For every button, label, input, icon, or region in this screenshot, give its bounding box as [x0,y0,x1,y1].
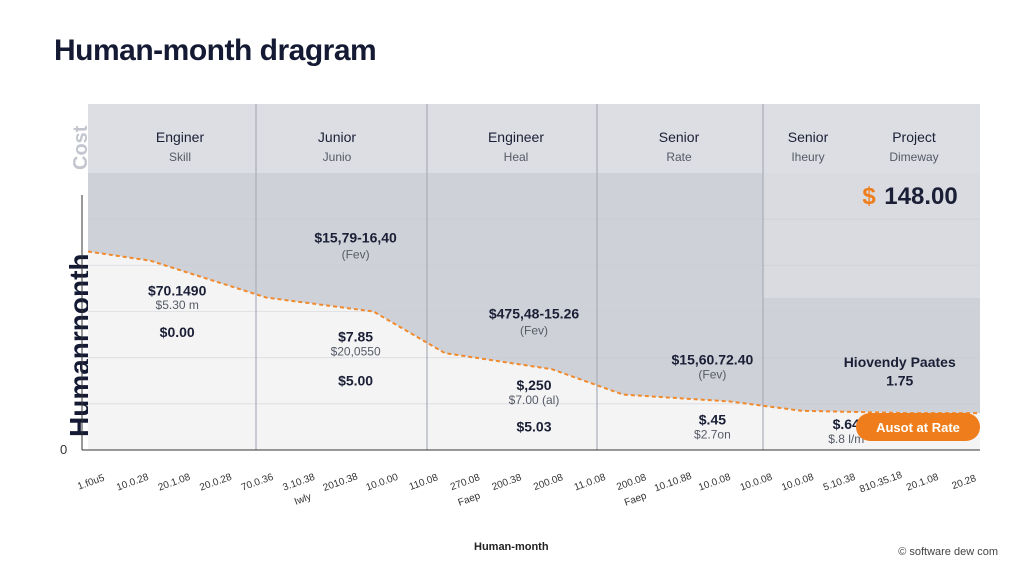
value-label: $5.30 m [156,298,199,312]
x-tick-label: 20.28 [951,473,979,492]
column-header: Senior [659,129,700,145]
value-label: $15,60.72.40 [672,352,754,368]
column-header: Project [892,129,936,145]
value-label: (Fev) [698,367,726,381]
x-tick-label: 110.08 [408,472,440,493]
value-label: Hiovendy Paates [844,354,956,370]
x-tick-label: 2010.38 [322,471,360,494]
value-label: $20,0550 [331,344,381,358]
x-tick-label: 20.1.08 [905,472,941,494]
x-tick-label: 20.1.08 [157,472,193,494]
x-tick-label: 70.0.36 [240,472,276,494]
x-tick-label: 200.08 [615,472,648,493]
x-tick-label: 10.0.08 [780,472,816,494]
column-subheader: Dimeway [889,150,938,164]
value-label: $2.7on [694,427,731,441]
credit-text: © software dew com [898,546,998,558]
value-label: (Fev) [520,324,548,338]
value-label: 1.75 [886,372,913,388]
x-tick-label: 10.0.00 [365,472,401,494]
value-label: $15,79-16,40 [314,229,397,245]
x-tick-label: 270.08 [449,472,482,493]
column-header: Engineer [488,129,544,145]
x-tick-sublabel: Iwly [293,492,313,508]
value-label: $7.00 (al) [509,393,560,407]
column-subheader: Skill [169,150,191,164]
x-tick-sublabel: Faep [623,490,649,508]
x-tick-label: 200.38 [491,472,524,493]
highlight-value: 148.00 [884,183,957,210]
column-header: Enginer [156,129,205,145]
value-label: $475,48-15.26 [489,305,580,321]
x-tick-label: 5.10.38 [822,472,858,494]
column-header: Junior [318,129,356,145]
column-header: Senior [788,129,829,145]
value-label: (Fev) [342,247,370,261]
value-label: $,250 [516,377,551,393]
column-subheader: Junio [323,150,352,164]
x-axis-title: Human-month [474,541,549,553]
x-tick-sublabel: Faep [457,490,483,508]
x-tick-label: 10.0.08 [739,472,775,494]
x-tick-label: 11.0.08 [573,472,608,494]
value-label: $.64 [833,416,860,432]
column-subheader: Rate [666,150,692,164]
column-subheader: Iheury [791,150,824,164]
x-tick-label: 10.0.08 [697,472,733,494]
value-label: $7.85 [338,329,373,345]
highlight-symbol: $ [862,183,876,210]
value-label: $.45 [699,412,726,428]
value-label: $70.1490 [148,282,207,298]
x-tick-label: 10.0.28 [115,472,151,494]
human-month-chart: Enginer Skill Junior Junio Engineer Heal Senio… [0,0,1024,576]
value-label: $5.03 [516,419,551,435]
x-tick-label: 200.08 [532,472,565,493]
x-tick-label: 3.10.38 [281,472,317,494]
x-tick-label: 10.10.88 [653,471,694,495]
x-tick-label: 20.0.28 [198,472,234,494]
x-tick-label: 1.f0u5 [76,473,106,493]
x-tick-label: 810.35.18 [858,470,904,496]
badge-label: Ausot at Rate [876,420,960,435]
value-label: $0.00 [160,324,195,340]
column-subheader: Heal [504,150,529,164]
value-label: $5.00 [338,372,373,388]
